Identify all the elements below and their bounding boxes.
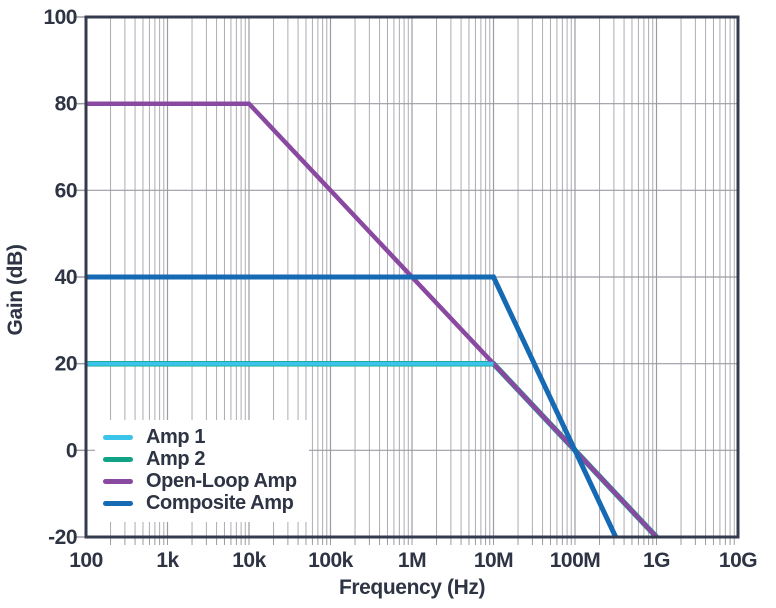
y-tick-label: 100: [43, 6, 77, 29]
x-tick-label: 100k: [308, 549, 354, 572]
legend-item-open_loop: Open-Loop Amp: [103, 470, 309, 492]
x-tick-label: 100: [69, 549, 103, 572]
x-tick-label: 1G: [643, 549, 670, 572]
y-tick-label: 40: [55, 266, 77, 289]
legend-item-amp1: Amp 1: [103, 426, 309, 448]
x-tick-label: 100M: [550, 549, 601, 572]
legend-item-label: Amp 2: [146, 448, 206, 470]
legend: Amp 1 Amp 2 Open-Loop Amp Composite Amp: [95, 420, 309, 522]
y-tick-label: 60: [55, 179, 77, 202]
legend-swatch-composite: [103, 500, 133, 506]
legend-item-label: Open-Loop Amp: [146, 470, 297, 492]
y-tick-label: 0: [66, 439, 77, 462]
x-tick-label: 10k: [232, 549, 266, 572]
y-tick-label: -20: [48, 526, 77, 549]
y-tick-label: 20: [55, 353, 77, 376]
plot-frame: [84, 15, 740, 539]
y-tick-label: 80: [55, 93, 77, 116]
legend-swatch-open_loop: [103, 478, 133, 484]
series-line-composite: [86, 274, 618, 539]
x-tick-label: 10M: [474, 549, 513, 572]
legend-item-label: Amp 1: [146, 426, 206, 448]
legend-item-composite: Composite Amp: [103, 492, 309, 514]
legend-item-amp2: Amp 2: [103, 448, 309, 470]
legend-swatch-amp2: [103, 456, 133, 462]
x-tick-label: 1M: [398, 549, 426, 572]
series-line-open_loop: [86, 101, 659, 539]
legend-swatch-amp1: [103, 434, 133, 440]
y-axis-title: Gain (dB): [4, 244, 27, 336]
x-axis-title: Frequency (Hz): [338, 576, 486, 599]
legend-item-label: Composite Amp: [146, 492, 294, 514]
x-tick-label: 1k: [156, 549, 179, 572]
x-tick-label: 10G: [719, 549, 757, 572]
